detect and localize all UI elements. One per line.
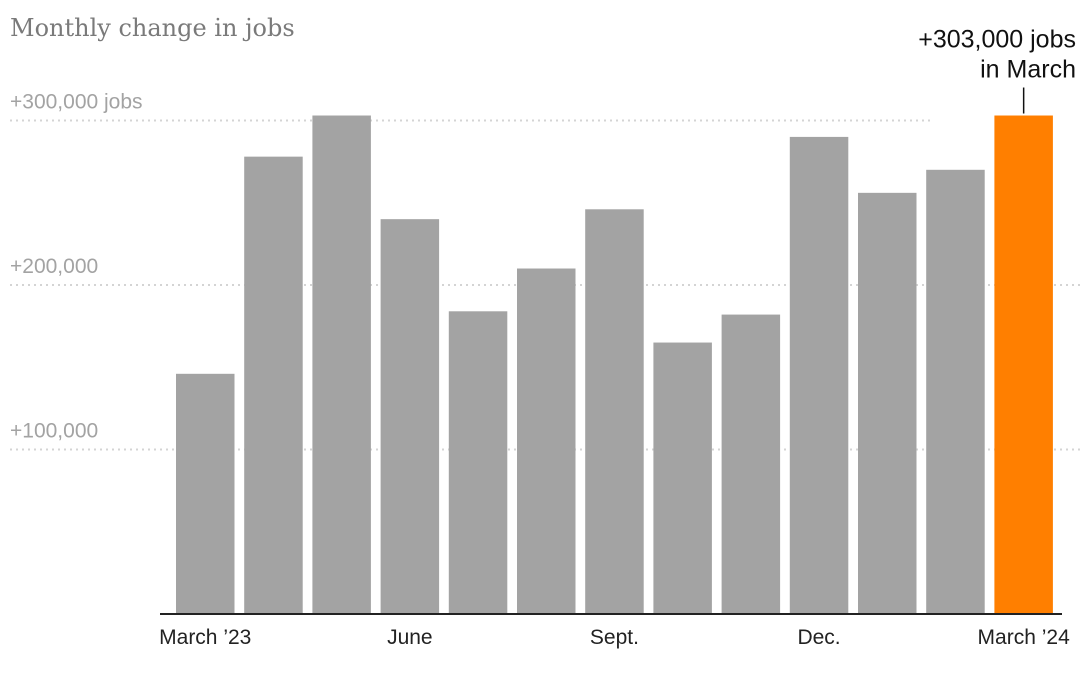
bar: [176, 373, 235, 614]
y-tick-label: +300,000 jobs: [10, 90, 143, 113]
y-axis-labels: +100,000 +200,000 +300,000 jobs: [10, 90, 143, 442]
x-tick-label: Dec.: [797, 626, 840, 649]
bar: [448, 311, 508, 614]
annotation-text: in March: [980, 56, 1076, 84]
x-tick-label: March ’23: [159, 626, 251, 649]
bar: [926, 169, 985, 614]
y-tick-label: +100,000: [10, 419, 98, 442]
bar: [789, 136, 849, 614]
bars: [176, 115, 1053, 615]
bar-highlight: [994, 115, 1053, 615]
bar: [380, 219, 440, 614]
chart-title: Monthly change in jobs: [10, 14, 295, 42]
bar: [858, 192, 917, 614]
bar: [721, 314, 781, 614]
annotation-text: +303,000 jobs: [918, 26, 1076, 54]
x-tick-label: March ’24: [978, 626, 1071, 649]
bar: [244, 156, 303, 615]
x-axis-labels: March ’23 June Sept. Dec. March ’24: [159, 626, 1070, 649]
y-tick-label: +200,000: [10, 255, 98, 278]
bar: [517, 268, 576, 614]
x-tick-label: June: [387, 626, 433, 649]
bar: [312, 115, 371, 615]
bar: [653, 342, 712, 614]
bar: [585, 209, 644, 614]
x-tick-label: Sept.: [590, 626, 639, 649]
